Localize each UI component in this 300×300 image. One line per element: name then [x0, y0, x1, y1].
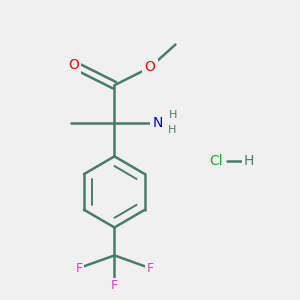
Text: O: O — [68, 58, 79, 72]
Text: N: N — [152, 116, 163, 130]
Text: F: F — [111, 279, 118, 292]
Text: H: H — [244, 154, 254, 168]
Text: H: H — [169, 110, 177, 120]
Text: F: F — [75, 262, 82, 275]
Text: Cl: Cl — [209, 154, 223, 168]
Text: H: H — [168, 125, 176, 135]
Text: F: F — [146, 262, 154, 275]
Text: O: O — [145, 60, 155, 74]
